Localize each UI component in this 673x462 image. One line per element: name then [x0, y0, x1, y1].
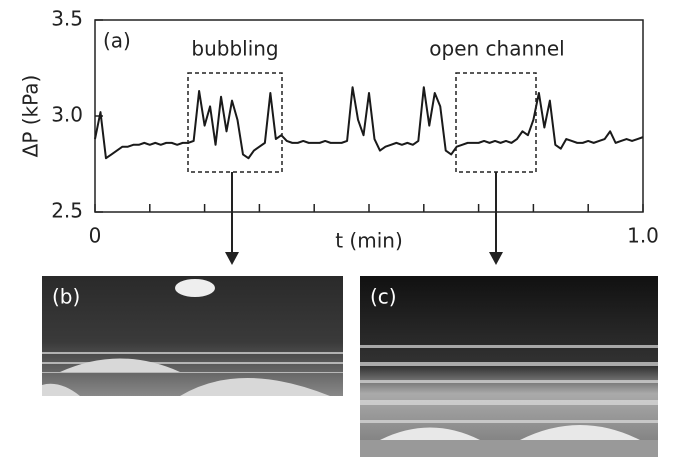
panel-label: (a) [103, 29, 131, 53]
plot: 2.5 3.0 3.5 0 1.0 ΔP (kPa) t (min) (a) bubbling o… [19, 7, 659, 253]
image-label: (b) [52, 285, 80, 309]
open-channel-box [455, 72, 537, 173]
arrow-head [489, 252, 503, 265]
arrow-head [225, 252, 239, 265]
image-b [42, 276, 343, 396]
image-c [360, 276, 658, 457]
y-tick-label: 2.5 [51, 199, 83, 223]
y-tick-label: 3.0 [51, 103, 83, 127]
x-tick-label: 0 [89, 224, 102, 248]
y-tick-label: 3.5 [51, 7, 83, 31]
x-tick-label: 1.0 [627, 224, 659, 248]
y-axis-label: ΔP (kPa) [19, 75, 43, 158]
annotation: bubbling [191, 37, 278, 61]
x-axis-label: t (min) [335, 229, 403, 253]
data-line [94, 86, 644, 160]
image-label: (c) [370, 285, 397, 309]
bubbling-box [187, 72, 283, 173]
annotation: open channel [429, 37, 564, 61]
